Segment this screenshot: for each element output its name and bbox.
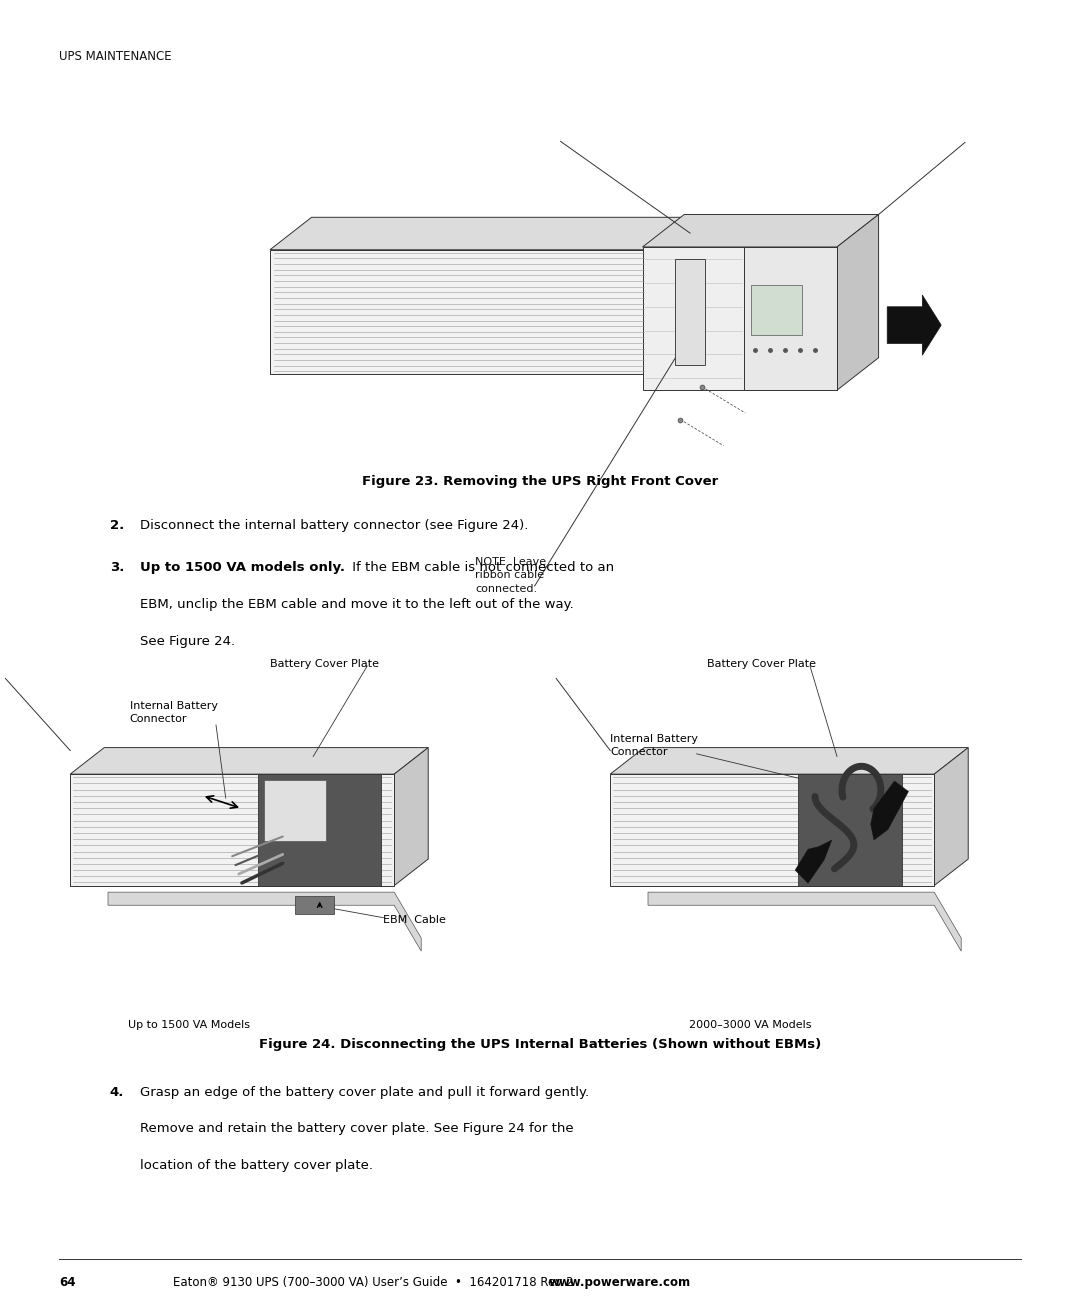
Text: Grasp an edge of the battery cover plate and pull it forward gently.: Grasp an edge of the battery cover plate…	[140, 1086, 590, 1099]
Text: NOTE  Leave
ribbon cable
connected.: NOTE Leave ribbon cable connected.	[475, 557, 546, 594]
Bar	[265, 780, 326, 842]
Polygon shape	[270, 249, 648, 375]
Text: EBM, unclip the EBM cable and move it to the left out of the way.: EBM, unclip the EBM cable and move it to…	[140, 598, 575, 611]
Text: 4.: 4.	[110, 1086, 124, 1099]
Text: EBM  Cable: EBM Cable	[383, 915, 446, 926]
Polygon shape	[610, 773, 934, 886]
Polygon shape	[870, 781, 908, 840]
Bar	[798, 773, 902, 886]
Text: See Figure 24.: See Figure 24.	[140, 635, 235, 648]
Text: 3.: 3.	[110, 561, 124, 574]
Polygon shape	[70, 773, 394, 886]
Text: Figure 23. Removing the UPS Right Front Cover: Figure 23. Removing the UPS Right Front …	[362, 475, 718, 488]
Bar	[752, 284, 802, 336]
Text: Figure 24. Disconnecting the UPS Internal Batteries (Shown without EBMs): Figure 24. Disconnecting the UPS Interna…	[259, 1038, 821, 1051]
Polygon shape	[270, 218, 689, 249]
Text: Battery Cover Plate: Battery Cover Plate	[707, 659, 816, 670]
Text: UPS MAINTENANCE: UPS MAINTENANCE	[59, 50, 172, 63]
Polygon shape	[70, 747, 428, 773]
Polygon shape	[643, 215, 879, 246]
Polygon shape	[108, 891, 421, 952]
Polygon shape	[795, 840, 832, 884]
Text: If the EBM cable is not connected to an: If the EBM cable is not connected to an	[348, 561, 613, 574]
Text: location of the battery cover plate.: location of the battery cover plate.	[140, 1159, 374, 1172]
Text: Battery Cover Plate: Battery Cover Plate	[270, 659, 379, 670]
Text: Internal Battery
Connector: Internal Battery Connector	[130, 701, 217, 724]
Polygon shape	[888, 295, 942, 355]
Polygon shape	[648, 218, 689, 375]
Polygon shape	[837, 215, 879, 391]
Text: Up to 1500 VA Models: Up to 1500 VA Models	[129, 1020, 249, 1030]
Polygon shape	[394, 747, 428, 886]
Text: Remove and retain the battery cover plate. See Figure 24 for the: Remove and retain the battery cover plat…	[140, 1122, 575, 1135]
Polygon shape	[643, 246, 837, 391]
Text: www.powerware.com: www.powerware.com	[549, 1276, 691, 1289]
Text: Up to 1500 VA models only.: Up to 1500 VA models only.	[140, 561, 346, 574]
Polygon shape	[744, 246, 837, 391]
Bar	[258, 773, 381, 886]
Text: Disconnect the internal battery connector (see Figure 24).: Disconnect the internal battery connecto…	[140, 519, 529, 532]
Polygon shape	[610, 747, 968, 773]
Text: Eaton® 9130 UPS (700–3000 VA) User’s Guide  •  164201718 Rev 2: Eaton® 9130 UPS (700–3000 VA) User’s Gui…	[173, 1276, 577, 1289]
Text: Internal Battery
Connector: Internal Battery Connector	[610, 734, 698, 756]
Polygon shape	[934, 747, 968, 886]
Polygon shape	[675, 260, 705, 364]
Text: 2.: 2.	[110, 519, 124, 532]
Bar	[295, 897, 335, 915]
Polygon shape	[648, 891, 961, 952]
Text: 2000–3000 VA Models: 2000–3000 VA Models	[689, 1020, 812, 1030]
Text: 64: 64	[59, 1276, 76, 1289]
